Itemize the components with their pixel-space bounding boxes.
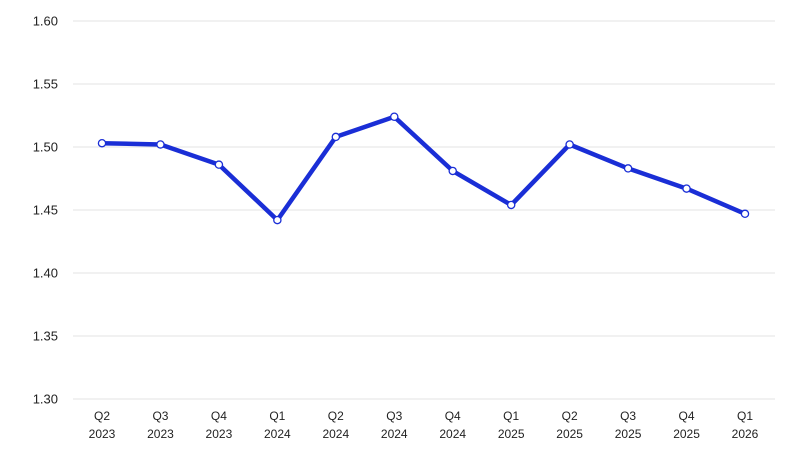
x-tick-label-year: 2024 (264, 427, 291, 441)
y-tick-label: 1.50 (33, 140, 58, 155)
x-tick-label-quarter: Q2 (94, 409, 110, 423)
series-layer (97, 112, 750, 225)
x-tick-label-quarter: Q3 (386, 409, 402, 423)
y-tick-label: 1.60 (33, 14, 58, 29)
data-point-marker (565, 140, 574, 149)
x-tick-label-year: 2025 (498, 427, 525, 441)
data-point-marker (273, 215, 282, 225)
data-point-marker (331, 132, 341, 142)
data-point-marker (506, 200, 516, 210)
x-tick-label-year: 2025 (615, 427, 642, 441)
y-tick-label: 1.30 (33, 392, 58, 407)
x-tick-label-year: 2025 (556, 427, 583, 441)
x-tick-label-quarter: Q3 (620, 409, 636, 423)
x-tick-label-quarter: Q2 (328, 409, 344, 423)
x-tick-label-quarter: Q1 (737, 409, 753, 423)
x-tick-label-quarter: Q4 (211, 409, 227, 423)
x-tick-label-quarter: Q2 (562, 409, 578, 423)
x-tick-label-quarter: Q4 (445, 409, 461, 423)
y-tick-label: 1.35 (33, 329, 58, 344)
x-tick-label-year: 2024 (322, 427, 349, 441)
y-axis-tick-labels: 1.30 1.35 1.40 1.45 1.50 1.55 1.60 (33, 14, 58, 407)
data-point-marker (682, 184, 691, 193)
data-point-marker (156, 140, 165, 149)
x-tick-label-quarter: Q1 (503, 409, 519, 423)
data-point-marker (740, 209, 750, 219)
y-tick-label: 1.55 (33, 77, 58, 92)
series-line (99, 114, 748, 223)
x-tick-label-quarter: Q3 (152, 409, 168, 423)
data-point-marker (448, 166, 457, 176)
y-tick-label: 1.45 (33, 203, 58, 218)
data-point-marker (97, 138, 107, 148)
x-tick-label-quarter: Q4 (679, 409, 695, 423)
data-point-marker (214, 160, 224, 169)
x-tick-label-year: 2026 (732, 427, 759, 441)
y-tick-label: 1.40 (33, 266, 58, 281)
data-point-marker (623, 164, 633, 173)
x-tick-label-year: 2023 (89, 427, 116, 441)
x-tick-label-year: 2024 (439, 427, 466, 441)
grid-lines (73, 20, 775, 400)
data-point-marker (390, 112, 399, 122)
x-axis-tick-labels: Q2 2023 Q3 2023 Q4 2023 Q1 2024 Q2 2024 Q3 2024 Q4 20… (89, 409, 759, 441)
x-tick-label-year: 2023 (147, 427, 174, 441)
x-tick-label-year: 2025 (673, 427, 700, 441)
x-tick-label-year: 2023 (206, 427, 233, 441)
x-tick-label-year: 2024 (381, 427, 408, 441)
x-tick-label-quarter: Q1 (269, 409, 285, 423)
